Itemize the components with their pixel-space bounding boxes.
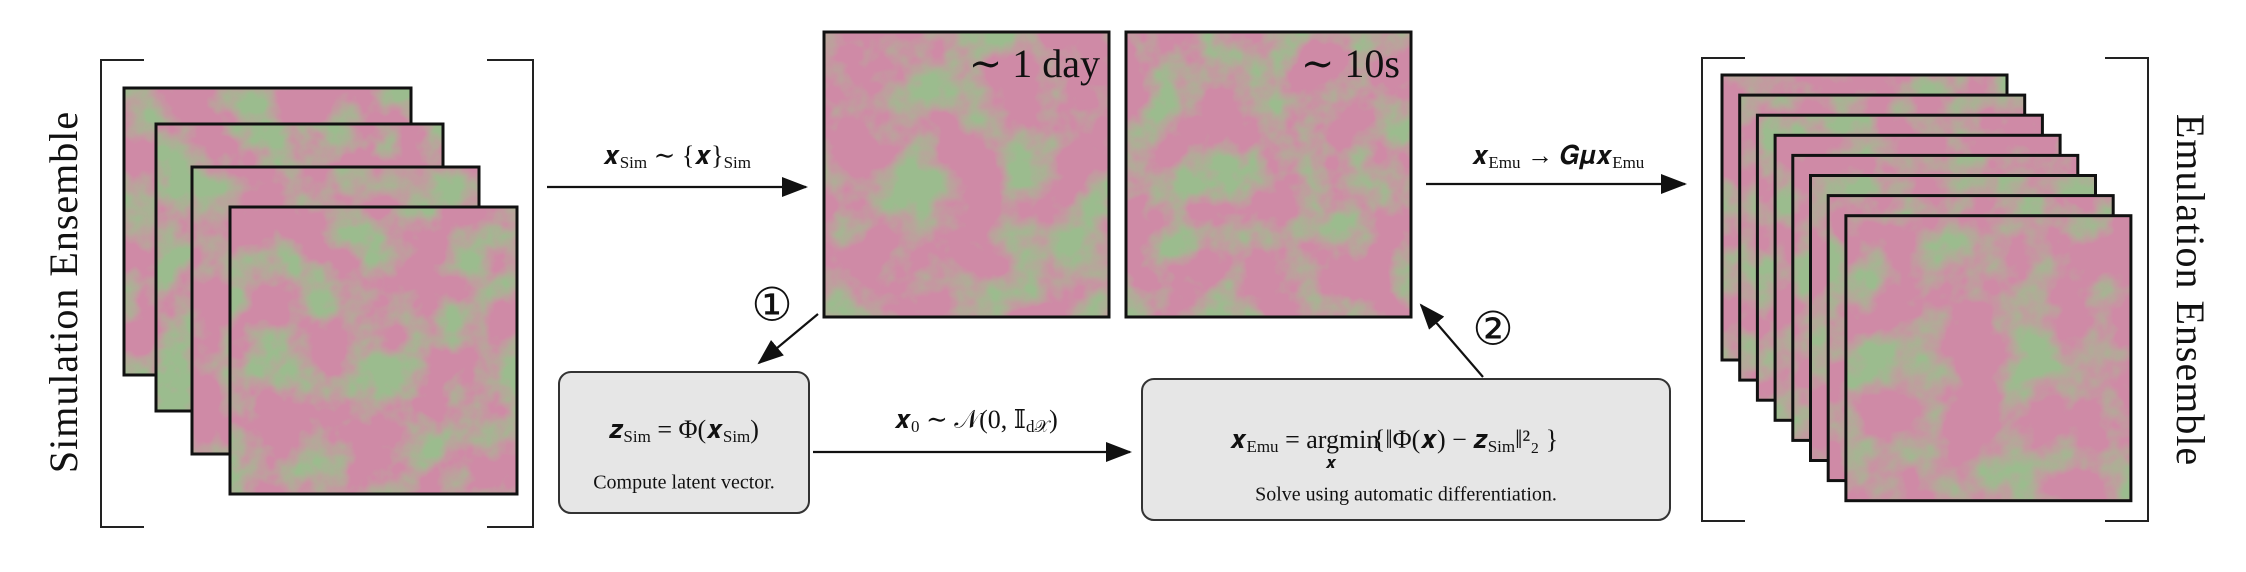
right-bracket [2105,57,2149,522]
timing-label: ∼ 1 day [969,41,1100,86]
part: ∼ 𝒩(0, 𝕀 [919,405,1026,434]
field-image [824,32,1109,317]
sample-label: 𝒙Sim ∼ {𝒙}Sim [603,141,751,172]
emulate-label: 𝒙Emu → 𝑮𝝁𝒙Emu [1472,141,1645,172]
solve-box [1141,378,1671,521]
part: ‖²₂ } [1515,425,1558,454]
field-image [230,207,517,494]
part: Sim [723,427,750,446]
part: ) [750,415,759,444]
step-marker: ① [751,280,792,331]
part: d𝒳 [1026,417,1052,436]
right-bracket [1701,57,1745,522]
part: Sim [623,427,650,446]
arrow [757,313,819,365]
part: → 𝑮𝝁𝒙 [1521,141,1613,170]
part: 0 [911,417,920,436]
part: {‖Φ(𝒙) − 𝒛 [1366,425,1488,454]
part: Sim [724,153,751,172]
image-border [228,205,519,496]
part: Emu [1246,437,1279,456]
part: 𝒙 [894,405,911,434]
image-frames [122,30,2133,503]
encode-box [558,371,810,514]
solve-caption: Solve using automatic differentiation. [1255,484,1557,506]
part: 𝒙 [1325,453,1336,472]
image-border [1844,214,2133,503]
left-label: Simulation Ensemble [41,111,86,473]
field-image [1845,215,2131,501]
part: ) [1049,405,1058,434]
encode-caption: Compute latent vector. [593,472,775,494]
arrow [1419,303,1484,378]
image-border [1124,30,1413,319]
part: 𝒙 [603,141,620,170]
part: Sim [1488,437,1515,456]
timing-label: ∼ 10s [1301,41,1400,86]
part: Emu [1488,153,1521,172]
left-bracket [100,59,144,528]
part: 𝒛 [609,415,624,444]
part: Sim [620,153,647,172]
part: ∼ {𝒙} [647,141,723,170]
part: = argmin [1279,425,1380,454]
part: 𝒙 [1230,425,1247,454]
solve-equation: 𝒙Emu = argmin 𝒙 {‖Φ(𝒙) − 𝒛Sim‖²₂ } [1230,425,1559,472]
part: Emu [1612,153,1645,172]
left-bracket [487,59,534,528]
encode-equation: 𝒛Sim = Φ(𝒙Sim) [609,415,759,446]
right-label: Emulation Ensemble [2168,114,2213,466]
part: = Φ(𝒙 [651,415,723,444]
step-marker: ② [1472,304,1513,355]
field-image [1126,32,1411,317]
part: 𝒙 [1472,141,1489,170]
image-border [822,30,1111,319]
noise-label: 𝒙0 ∼ 𝒩(0, 𝕀d𝒳) [894,405,1058,436]
